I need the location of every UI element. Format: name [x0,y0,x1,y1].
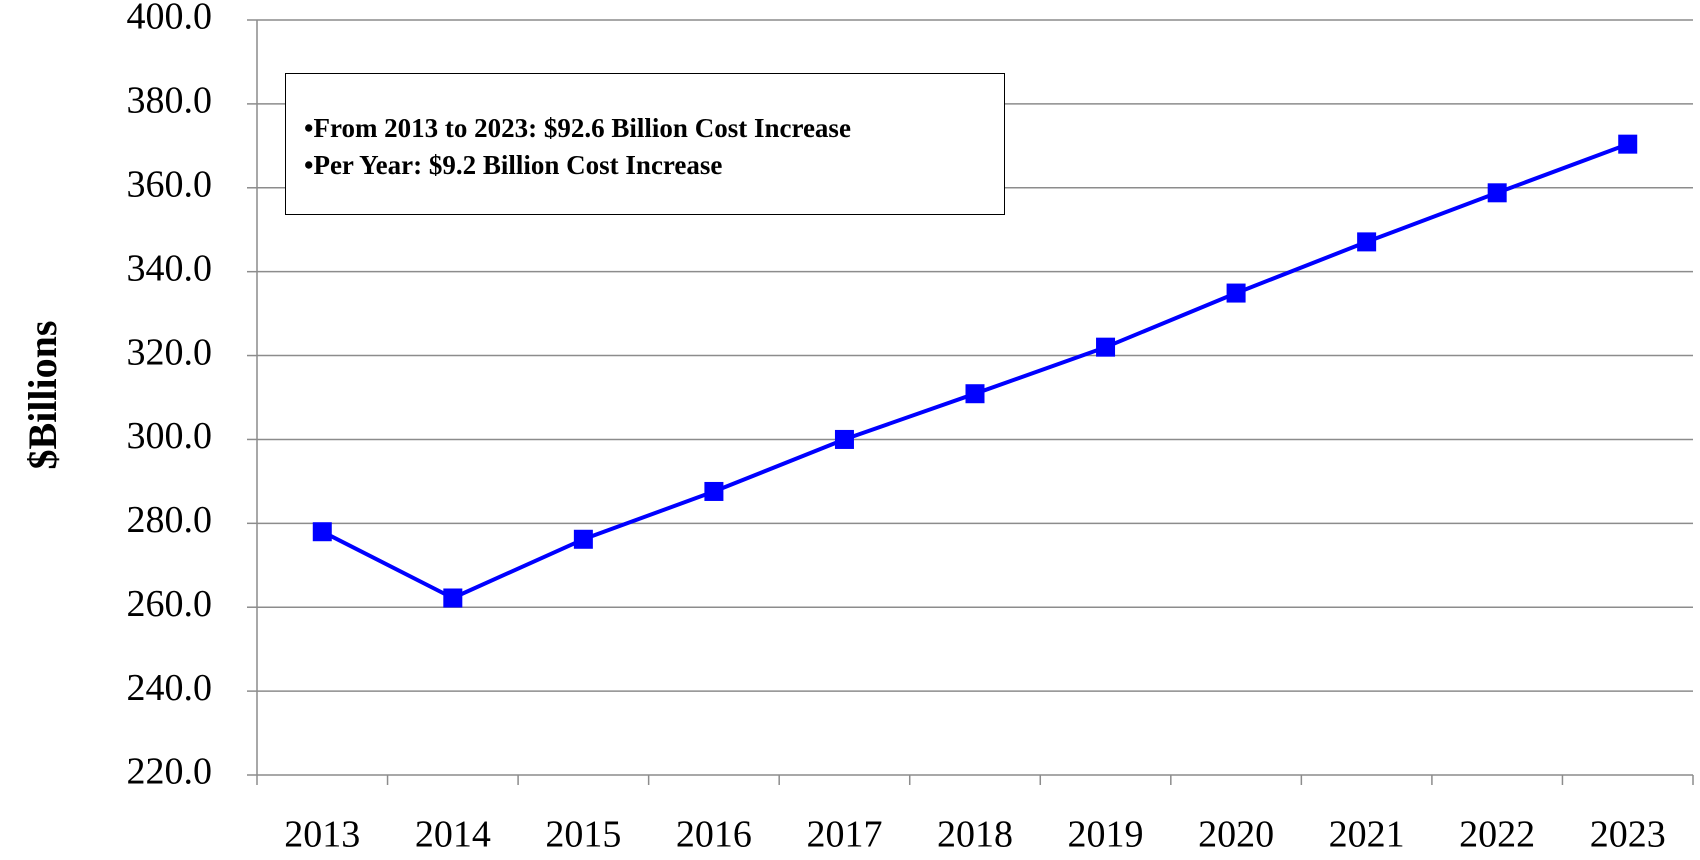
data-point-2013 [312,522,332,542]
x-tick-label-2020: 2020 [1198,814,1274,856]
data-point-2015 [573,529,593,549]
x-tick-labels: 2013 2014 2015 2016 2017 2018 2019 2020 2021 2022… [284,814,1665,856]
data-point-2020 [1226,283,1246,303]
y-tick-label-380: 380.0 [127,80,213,122]
axes [247,19,1694,785]
x-tick-label-2023: 2023 [1590,814,1666,856]
x-tick-label-2019: 2019 [1068,814,1144,856]
data-point-2014 [443,588,463,608]
y-tick-label-260: 260.0 [127,583,213,625]
y-tick-label-360: 360.0 [127,163,213,205]
x-tick-label-2022: 2022 [1459,814,1535,856]
data-point-2023 [1618,134,1638,154]
y-axis-label: $Billions [20,321,65,470]
y-tick-labels: 220.0 240.0 260.0 280.0 300.0 320.0 340.0 360.0… [127,0,213,793]
y-tick-label-400: 400.0 [127,0,213,38]
data-point-2022 [1487,183,1507,203]
annotation-total-increase: •From 2013 to 2023: $92.6 Billion Cost I… [304,113,851,143]
data-point-2017 [834,429,854,449]
annotation-box: •From 2013 to 2023: $92.6 Billion Cost I… [285,73,1005,215]
x-tick-label-2015: 2015 [545,814,621,856]
data-point-2019 [1096,337,1116,357]
x-tick-label-2013: 2013 [284,814,360,856]
x-tick-label-2016: 2016 [676,814,752,856]
x-tick-label-2021: 2021 [1329,814,1405,856]
y-tick-label-220: 220.0 [127,751,213,793]
series-group [312,134,1638,608]
x-tick-label-2014: 2014 [415,814,491,856]
annotation-per-year-increase: •Per Year: $9.2 Billion Cost Increase [304,150,723,180]
x-tick-label-2018: 2018 [937,814,1013,856]
data-point-2018 [965,384,985,404]
y-tick-label-280: 280.0 [127,499,213,541]
y-tick-label-240: 240.0 [127,667,213,709]
data-point-2021 [1357,232,1377,252]
y-tick-label-340: 340.0 [127,247,213,289]
x-tick-label-2017: 2017 [806,814,882,856]
y-tick-label-300: 300.0 [127,415,213,457]
data-point-2016 [704,481,724,501]
y-tick-label-320: 320.0 [127,331,213,373]
